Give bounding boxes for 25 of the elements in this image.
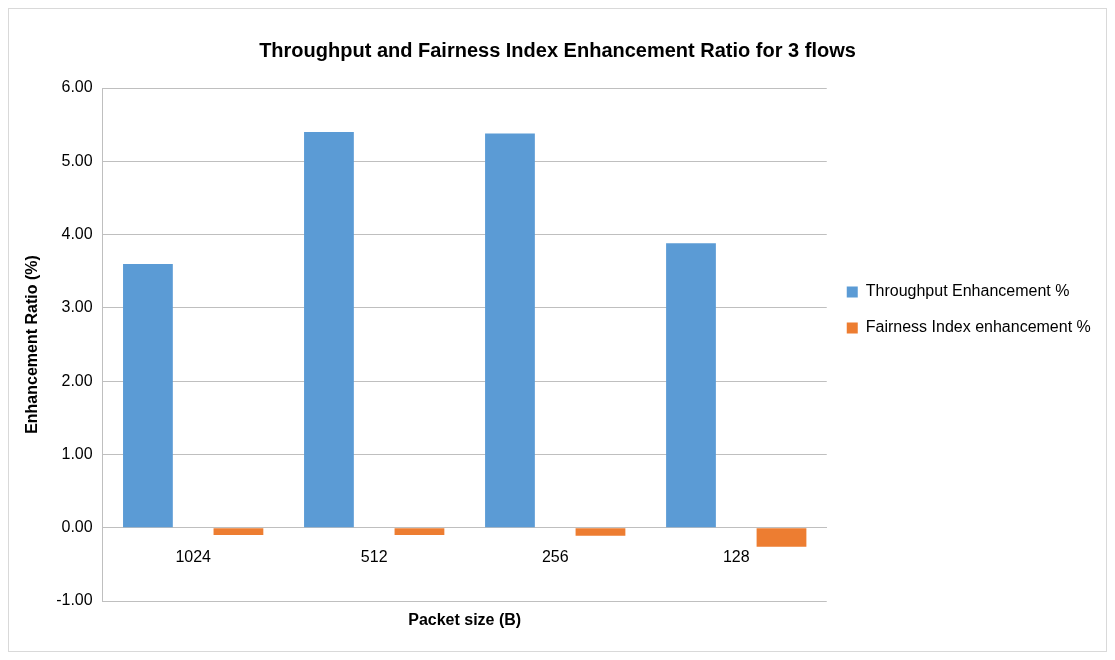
- y-tick-label: 0.00: [61, 518, 93, 536]
- bar: [666, 243, 716, 528]
- x-tick-label: 128: [722, 547, 750, 565]
- bar: [394, 528, 445, 536]
- bar: [213, 528, 264, 536]
- bar: [123, 263, 173, 528]
- bar: [575, 528, 626, 536]
- y-axis-title: Enhancement Ratio (%): [23, 255, 41, 434]
- x-tick-label: 256: [541, 547, 569, 565]
- x-axis-title: Packet size (B): [408, 611, 522, 629]
- legend-label: Fairness Index enhancement %: [865, 318, 1091, 336]
- y-tick-label: 2.00: [61, 371, 93, 389]
- bar: [304, 131, 354, 528]
- y-tick-label: 3.00: [61, 298, 93, 316]
- chart-title: Throughput and Fairness Index Enhancement Ratio for 3 flows: [259, 38, 856, 61]
- y-tick-label: 5.00: [61, 151, 93, 169]
- x-tick-label: 512: [360, 547, 388, 565]
- bar: [485, 133, 535, 528]
- y-tick-label: 4.00: [61, 224, 93, 242]
- y-tick-label: 1.00: [61, 444, 93, 462]
- y-tick-label: -1.00: [56, 591, 93, 609]
- bar: [756, 528, 807, 547]
- y-tick-label: 6.00: [61, 78, 93, 96]
- x-tick-label: 1024: [175, 547, 212, 565]
- legend-label: Throughput Enhancement %: [865, 282, 1070, 300]
